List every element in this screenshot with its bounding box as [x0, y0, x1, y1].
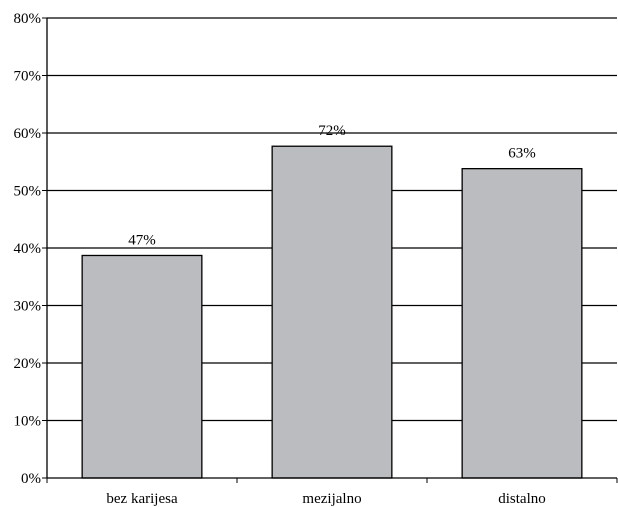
- y-tick-label: 10%: [14, 414, 42, 430]
- y-tick-label: 70%: [14, 69, 42, 85]
- bar: [461, 167, 583, 479]
- bar: [271, 145, 393, 479]
- bars: 47% 72% 63%: [81, 123, 583, 479]
- x-tick-label: distalno: [498, 491, 546, 507]
- data-label: 72%: [318, 123, 346, 139]
- y-tick-label: 50%: [14, 184, 42, 200]
- y-tick-label: 80%: [14, 11, 42, 27]
- y-tick-label: 60%: [14, 126, 42, 142]
- x-tick-label: mezijalno: [302, 491, 361, 507]
- x-axis: bez karijesa mezijalno distalno: [46, 477, 618, 507]
- y-tick-label: 40%: [14, 241, 42, 257]
- data-label: 63%: [508, 146, 536, 162]
- y-tick-label: 0%: [21, 471, 41, 487]
- y-axis: 0% 10% 20% 30% 40% 50% 60% 70% 80%: [14, 11, 48, 487]
- x-tick-label: bez karijesa: [106, 491, 178, 507]
- y-tick-label: 20%: [14, 356, 42, 372]
- bar: [81, 254, 203, 479]
- data-label: 47%: [128, 232, 156, 248]
- y-tick-label: 30%: [14, 299, 42, 315]
